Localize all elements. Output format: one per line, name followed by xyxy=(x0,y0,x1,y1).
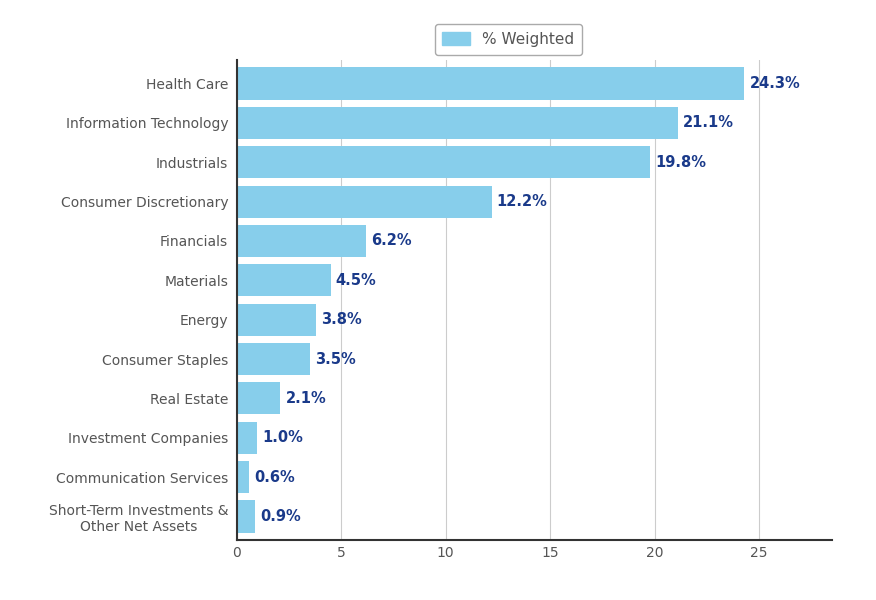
Text: 2.1%: 2.1% xyxy=(286,391,327,406)
Bar xyxy=(237,343,310,375)
Bar xyxy=(237,461,249,493)
Text: 21.1%: 21.1% xyxy=(682,115,734,130)
Text: 3.5%: 3.5% xyxy=(314,352,356,367)
Bar xyxy=(237,146,650,178)
Legend: % Weighted: % Weighted xyxy=(434,25,582,55)
Bar xyxy=(237,500,255,533)
Text: 0.6%: 0.6% xyxy=(254,470,295,485)
Bar xyxy=(237,185,491,218)
Text: 6.2%: 6.2% xyxy=(371,233,412,248)
Text: 12.2%: 12.2% xyxy=(497,194,548,209)
Bar xyxy=(237,382,280,415)
Text: 1.0%: 1.0% xyxy=(263,430,303,445)
Text: 24.3%: 24.3% xyxy=(750,76,801,91)
Bar xyxy=(237,67,745,100)
Text: 19.8%: 19.8% xyxy=(655,155,707,170)
Bar xyxy=(237,304,316,336)
Bar xyxy=(237,225,366,257)
Text: 0.9%: 0.9% xyxy=(260,509,301,524)
Bar xyxy=(237,264,330,296)
Text: 4.5%: 4.5% xyxy=(336,273,377,288)
Text: 3.8%: 3.8% xyxy=(321,312,362,327)
Bar xyxy=(237,422,258,454)
Bar xyxy=(237,107,677,139)
